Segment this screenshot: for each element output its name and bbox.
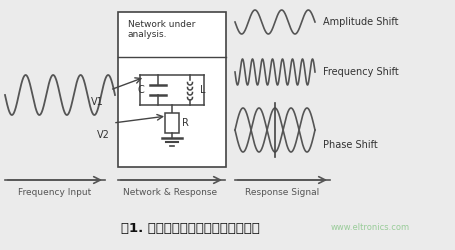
Text: R: R [182,118,188,128]
Text: Frequency Shift: Frequency Shift [322,67,398,77]
Text: www.eltronics.com: www.eltronics.com [330,224,409,232]
Text: C: C [137,85,144,95]
Text: L: L [200,85,205,95]
Text: Network under
analysis.: Network under analysis. [128,20,195,40]
Bar [165,113,179,133]
Text: Phase Shift: Phase Shift [322,140,377,150]
Text: Frequency Input: Frequency Input [18,188,91,197]
Text: Network & Response: Network & Response [123,188,217,197]
Text: Amplitude Shift: Amplitude Shift [322,17,398,27]
Text: V1: V1 [91,97,104,107]
Text: Response Signal: Response Signal [244,188,318,197]
Text: 图1. 具有复数阻抗特性的传感器模型: 图1. 具有复数阻抗特性的传感器模型 [120,222,259,234]
Text: V2: V2 [97,130,110,140]
Bar [118,12,226,167]
